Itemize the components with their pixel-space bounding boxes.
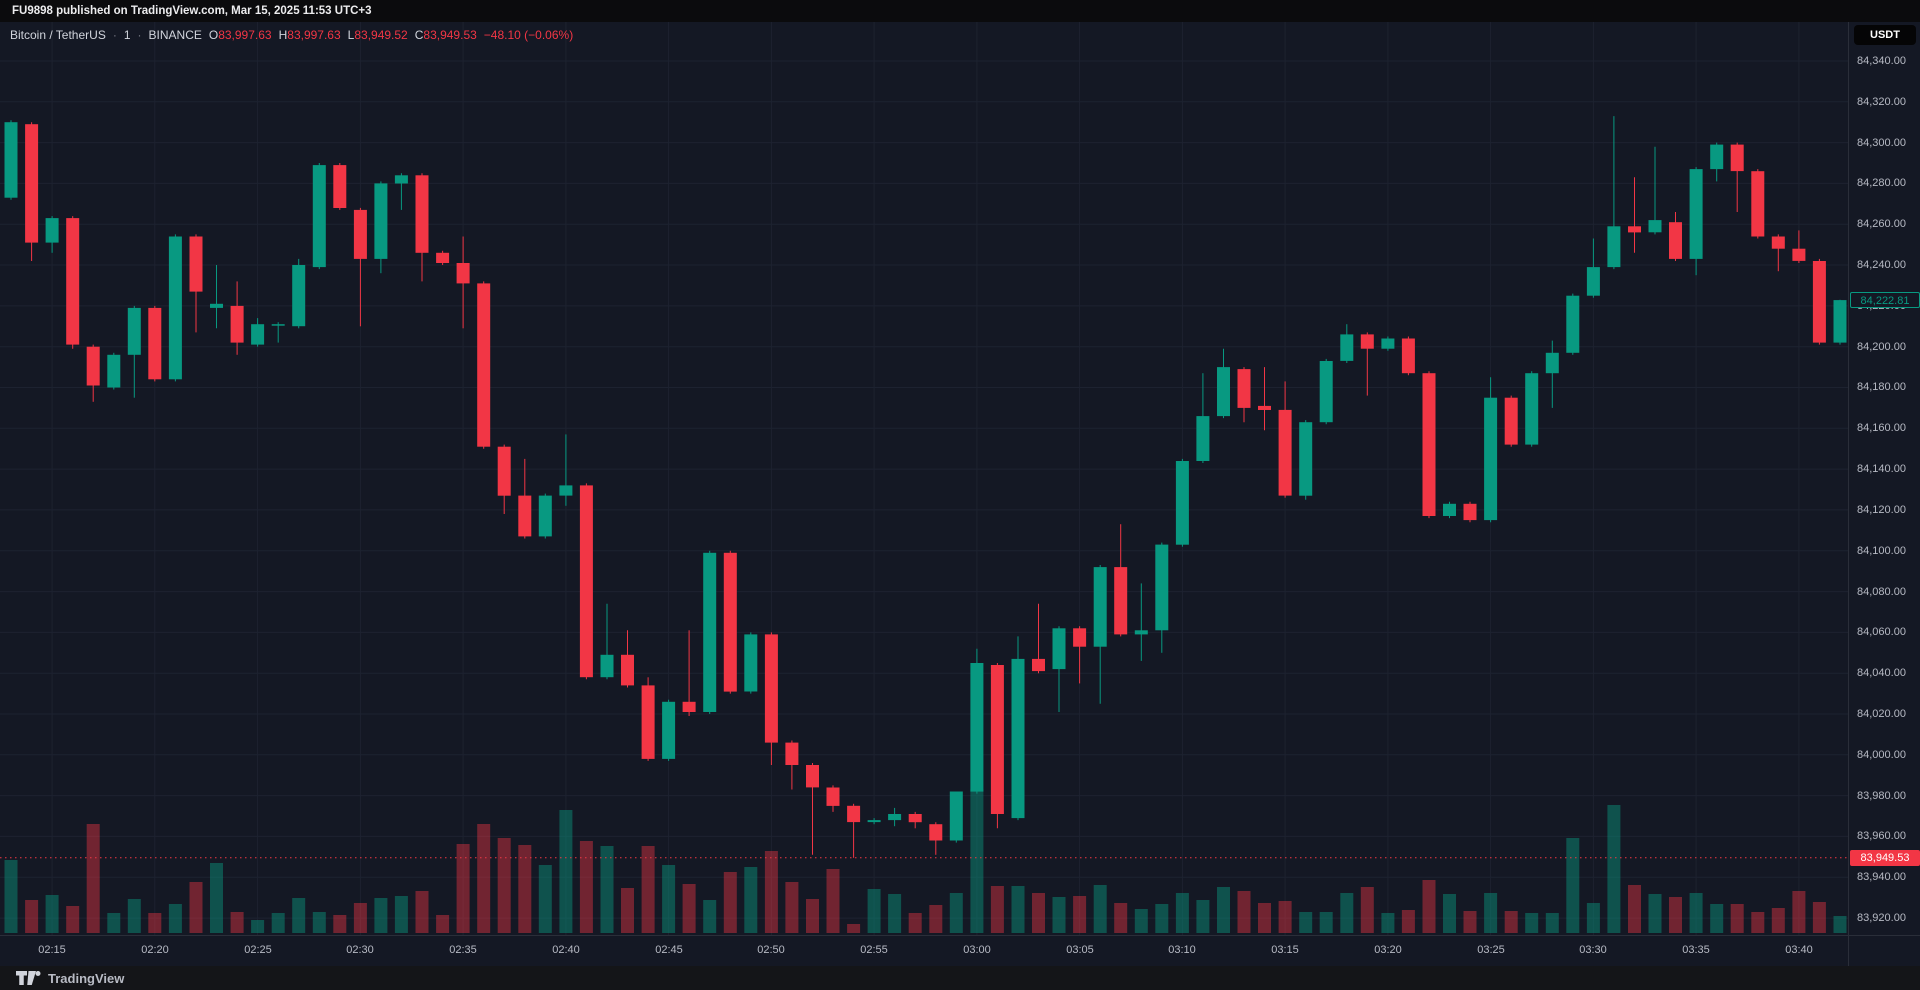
axis-corner xyxy=(1848,935,1920,966)
ohlc-open: O83,997.63 xyxy=(208,28,272,42)
time-tick-label: 02:55 xyxy=(860,944,888,956)
price-axis[interactable]: USDT 84,340.00 84,320.00 84,300.00 84,280.0… xyxy=(1848,22,1920,935)
price-tick-label: 84,280.00 xyxy=(1857,177,1906,189)
price-tick-label: 83,920.00 xyxy=(1857,912,1906,924)
price-tick-label: 84,000.00 xyxy=(1857,749,1906,761)
price-tick-label: 84,240.00 xyxy=(1857,259,1906,271)
ohlc-high: H83,997.63 xyxy=(278,28,341,42)
legend-separator: · xyxy=(137,28,142,42)
publish-info-text: FU9898 published on TradingView.com, Mar… xyxy=(12,5,372,17)
tradingview-logo-icon[interactable] xyxy=(16,971,41,985)
time-tick-label: 03:35 xyxy=(1682,944,1710,956)
interval-label[interactable]: 1 xyxy=(123,28,131,42)
bottom-brand-bar: TradingView xyxy=(0,966,1920,990)
legend-separator: · xyxy=(112,28,117,42)
price-tick-label: 84,260.00 xyxy=(1857,218,1906,230)
time-tick-label: 02:40 xyxy=(552,944,580,956)
grid-layer xyxy=(0,22,1848,935)
currency-toggle-button[interactable]: USDT xyxy=(1854,25,1916,45)
time-tick-label: 03:25 xyxy=(1477,944,1505,956)
time-tick-label: 02:30 xyxy=(346,944,374,956)
publish-info-bar: FU9898 published on TradingView.com, Mar… xyxy=(0,0,1920,22)
time-tick-label: 02:35 xyxy=(449,944,477,956)
candlestick-series xyxy=(4,116,1847,858)
time-tick-label: 02:20 xyxy=(141,944,169,956)
symbol-title[interactable]: Bitcoin / TetherUS xyxy=(10,28,106,42)
last-price-label: 84,222.81 xyxy=(1850,292,1920,308)
price-tick-label: 84,340.00 xyxy=(1857,55,1906,67)
price-tick-label: 84,300.00 xyxy=(1857,137,1906,149)
time-tick-label: 02:15 xyxy=(38,944,66,956)
change-value: −48.10 (−0.06%) xyxy=(483,28,574,42)
time-tick-label: 03:15 xyxy=(1271,944,1299,956)
price-tick-label: 84,200.00 xyxy=(1857,341,1906,353)
price-tick-label: 84,120.00 xyxy=(1857,504,1906,516)
time-tick-label: 02:45 xyxy=(655,944,683,956)
price-tick-label: 83,940.00 xyxy=(1857,871,1906,883)
ohlc-low: L83,949.52 xyxy=(347,28,408,42)
time-axis[interactable]: 02:15 02:20 02:25 02:30 02:35 02:40 02:45 02:50… xyxy=(0,935,1848,966)
time-tick-label: 03:10 xyxy=(1168,944,1196,956)
candlestick-chart-plot[interactable] xyxy=(0,22,1848,935)
price-tick-label: 84,020.00 xyxy=(1857,708,1906,720)
exchange-label[interactable]: BINANCE xyxy=(148,28,202,42)
price-tick-label: 84,160.00 xyxy=(1857,422,1906,434)
chart-legend: Bitcoin / TetherUS · 1 · BINANCE O83,997… xyxy=(10,27,573,43)
tradingview-wordmark[interactable]: TradingView xyxy=(48,970,125,986)
volume-series xyxy=(4,789,1847,933)
price-tick-label: 84,100.00 xyxy=(1857,545,1906,557)
price-tick-label: 84,060.00 xyxy=(1857,626,1906,638)
time-tick-label: 03:20 xyxy=(1374,944,1402,956)
price-tick-label: 84,180.00 xyxy=(1857,381,1906,393)
price-tick-label: 84,040.00 xyxy=(1857,667,1906,679)
price-tick-label: 84,320.00 xyxy=(1857,96,1906,108)
price-tick-label: 84,140.00 xyxy=(1857,463,1906,475)
time-tick-label: 02:50 xyxy=(757,944,785,956)
time-tick-label: 03:30 xyxy=(1579,944,1607,956)
ohlc-close: C83,949.53 xyxy=(414,28,477,42)
time-tick-label: 03:40 xyxy=(1785,944,1813,956)
time-tick-label: 03:00 xyxy=(963,944,991,956)
price-tick-label: 83,980.00 xyxy=(1857,790,1906,802)
time-tick-label: 02:25 xyxy=(244,944,272,956)
price-tick-label: 83,960.00 xyxy=(1857,830,1906,842)
price-tick-label: 84,080.00 xyxy=(1857,586,1906,598)
time-tick-label: 03:05 xyxy=(1066,944,1094,956)
current-price-label: 83,949.53 xyxy=(1850,850,1920,866)
